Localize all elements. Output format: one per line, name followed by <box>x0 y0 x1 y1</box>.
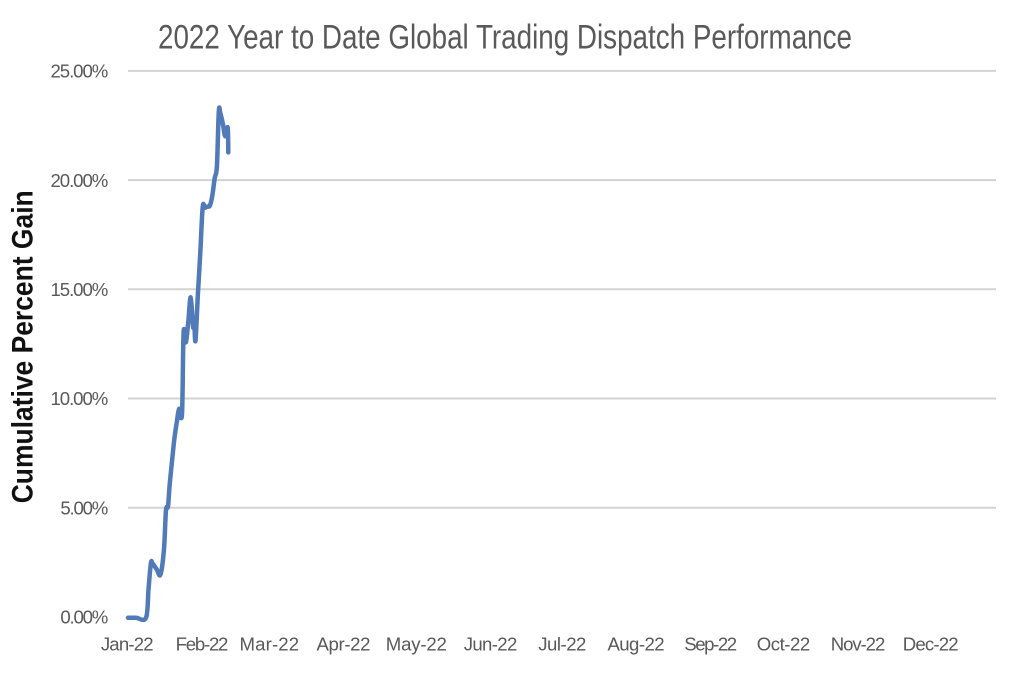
svg-text:Feb-22: Feb-22 <box>176 633 229 654</box>
svg-text:5.00%: 5.00% <box>60 497 108 518</box>
svg-text:0.00%: 0.00% <box>60 607 108 628</box>
svg-text:Mar-22: Mar-22 <box>240 633 300 654</box>
svg-text:Cumulative Percent Gain: Cumulative Percent Gain <box>7 190 40 503</box>
svg-text:15.00%: 15.00% <box>51 279 109 300</box>
svg-text:2022 Year to Date Global Tradi: 2022 Year to Date Global Trading Dispatc… <box>158 19 852 57</box>
svg-text:Nov-22: Nov-22 <box>831 633 886 654</box>
svg-text:Sep-22: Sep-22 <box>684 633 737 654</box>
svg-text:20.00%: 20.00% <box>51 170 109 191</box>
svg-text:Jul-22: Jul-22 <box>538 633 586 654</box>
svg-text:Aug-22: Aug-22 <box>607 633 664 654</box>
svg-text:Dec-22: Dec-22 <box>903 633 959 654</box>
svg-text:25.00%: 25.00% <box>51 61 109 82</box>
svg-text:Jun-22: Jun-22 <box>464 633 518 654</box>
svg-text:Apr-22: Apr-22 <box>317 633 371 654</box>
svg-text:Jan-22: Jan-22 <box>101 633 154 654</box>
svg-text:Oct-22: Oct-22 <box>757 633 811 654</box>
svg-text:May-22: May-22 <box>386 633 447 654</box>
svg-text:10.00%: 10.00% <box>51 388 109 409</box>
